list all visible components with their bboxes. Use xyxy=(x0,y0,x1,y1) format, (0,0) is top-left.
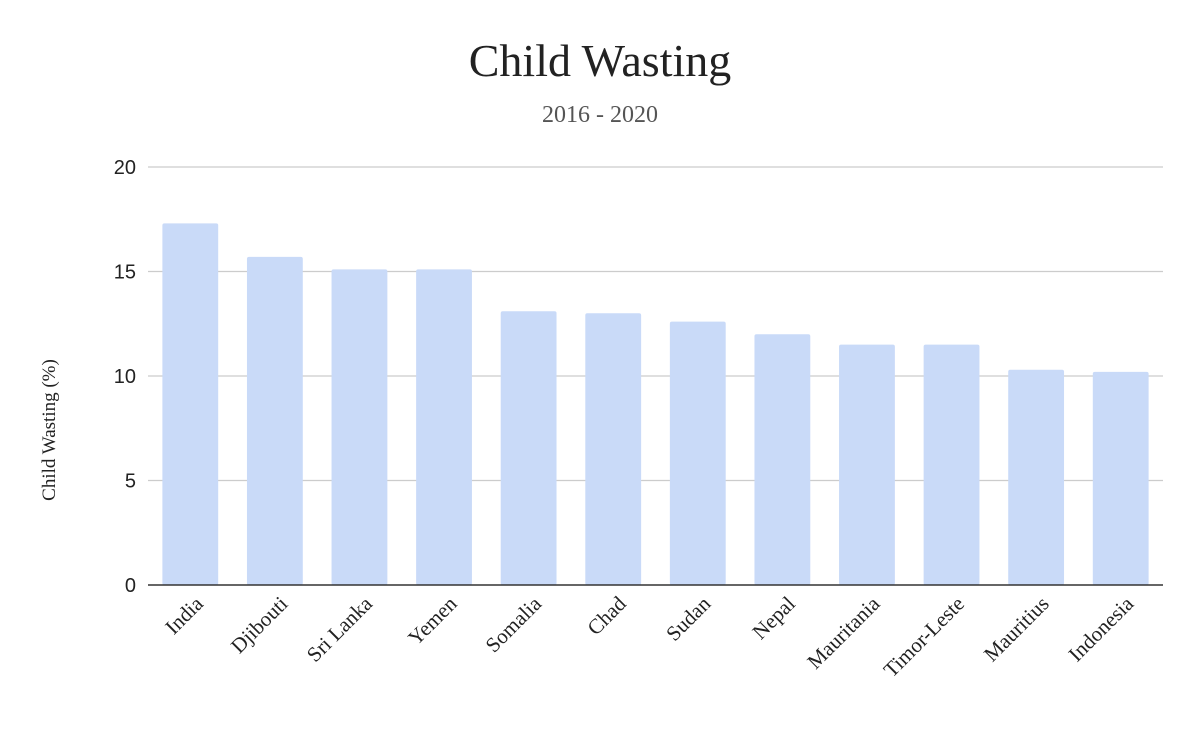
x-tick-label: Chad xyxy=(582,591,631,640)
y-tick-label: 20 xyxy=(114,157,136,179)
bar xyxy=(923,344,980,585)
bar xyxy=(754,334,811,585)
bar xyxy=(500,311,557,585)
x-tick-label: Sudan xyxy=(661,591,715,645)
x-tick-label: Mauritania xyxy=(802,591,885,674)
bar xyxy=(669,321,726,585)
bar xyxy=(416,269,472,585)
x-tick-label: Djibouti xyxy=(226,591,293,658)
y-tick-label: 0 xyxy=(125,575,136,597)
bar xyxy=(162,223,219,585)
x-tick-label: Yemen xyxy=(403,591,462,650)
x-tick-label: Sri Lanka xyxy=(302,591,378,667)
y-tick-label: 5 xyxy=(125,471,136,493)
bar xyxy=(331,269,388,585)
bar xyxy=(1008,369,1065,585)
bar xyxy=(585,313,642,585)
x-tick-label: Mauritius xyxy=(979,592,1054,667)
bar xyxy=(246,256,303,585)
x-tick-label: India xyxy=(160,591,208,639)
chart-title: Child Wasting xyxy=(468,35,732,86)
chart-subtitle: 2016 - 2020 xyxy=(542,102,658,128)
x-tick-label: Indonesia xyxy=(1064,591,1139,666)
bar xyxy=(839,344,895,585)
x-tick-label: Somalia xyxy=(481,591,547,657)
y-tick-label: 15 xyxy=(114,262,136,284)
x-tick-label: Timor-Leste xyxy=(879,592,969,682)
x-tick-label: Nepal xyxy=(747,591,800,644)
y-tick-label: 10 xyxy=(114,366,136,388)
bar xyxy=(1092,371,1149,585)
